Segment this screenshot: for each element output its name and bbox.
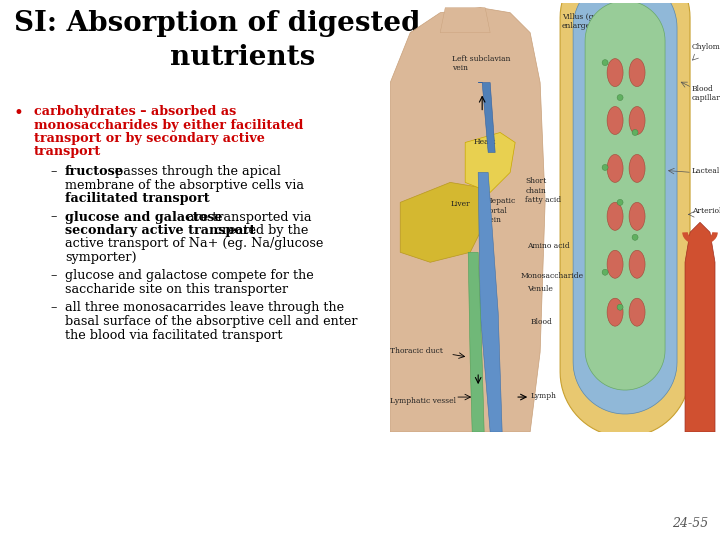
Text: Thoracic duct: Thoracic duct	[390, 347, 443, 355]
Text: nutrients: nutrients	[170, 44, 315, 71]
Text: glucose and galactose compete for the: glucose and galactose compete for the	[65, 269, 314, 282]
Ellipse shape	[607, 298, 623, 326]
Polygon shape	[573, 0, 677, 414]
Ellipse shape	[617, 94, 623, 100]
Polygon shape	[468, 252, 484, 432]
Polygon shape	[478, 172, 502, 432]
Text: all three monosacarrides leave through the: all three monosacarrides leave through t…	[65, 301, 344, 314]
Ellipse shape	[617, 199, 623, 205]
Polygon shape	[390, 8, 545, 432]
Ellipse shape	[629, 59, 645, 86]
Text: Monosaccharide: Monosaccharide	[520, 272, 583, 280]
Polygon shape	[440, 8, 490, 32]
Text: symporter): symporter)	[65, 251, 137, 264]
Text: secondary active transport: secondary active transport	[65, 224, 256, 237]
Ellipse shape	[629, 154, 645, 183]
Text: Hepatic
portal
vein: Hepatic portal vein	[485, 198, 516, 224]
Text: saccharide site on this transporter: saccharide site on this transporter	[65, 283, 288, 296]
Ellipse shape	[629, 106, 645, 134]
Text: SI: Absorption of digested: SI: Absorption of digested	[14, 10, 420, 37]
Text: Lymph: Lymph	[530, 392, 556, 400]
Text: active transport of Na+ (eg. Na/glucose: active transport of Na+ (eg. Na/glucose	[65, 238, 323, 251]
Polygon shape	[585, 1, 665, 390]
Text: Liver: Liver	[450, 200, 470, 208]
Text: Blood
capillary: Blood capillary	[692, 85, 720, 102]
Text: –: –	[50, 211, 56, 224]
Text: –: –	[50, 269, 56, 282]
Text: monosaccharides by either facilitated: monosaccharides by either facilitated	[34, 118, 303, 132]
Text: Lacteal: Lacteal	[692, 167, 720, 176]
Text: the blood via facilitated transport: the blood via facilitated transport	[65, 328, 282, 341]
Text: created by the: created by the	[211, 224, 308, 237]
Ellipse shape	[629, 251, 645, 278]
Text: membrane of the absorptive cells via: membrane of the absorptive cells via	[65, 179, 304, 192]
Text: –: –	[50, 301, 56, 314]
Ellipse shape	[607, 106, 623, 134]
Text: fructose: fructose	[65, 165, 124, 178]
Ellipse shape	[602, 59, 608, 65]
Ellipse shape	[607, 202, 623, 231]
Text: Blood: Blood	[530, 318, 552, 326]
Polygon shape	[685, 222, 715, 432]
Text: –: –	[50, 165, 56, 178]
Text: glucose and galactose: glucose and galactose	[65, 211, 222, 224]
Ellipse shape	[629, 202, 645, 231]
Text: passes through the apical: passes through the apical	[111, 165, 281, 178]
Text: basal surface of the absorptive cell and enter: basal surface of the absorptive cell and…	[65, 315, 358, 328]
Text: transport: transport	[34, 145, 102, 159]
Text: Villus (greatly
enlarged): Villus (greatly enlarged)	[562, 12, 616, 30]
Text: transport or by secondary active: transport or by secondary active	[34, 132, 265, 145]
Polygon shape	[560, 0, 690, 437]
Text: facilitated transport: facilitated transport	[65, 192, 210, 205]
Text: are transported via: are transported via	[183, 211, 312, 224]
Text: Chylomicron: Chylomicron	[692, 43, 720, 51]
Ellipse shape	[632, 234, 638, 240]
Text: Left subclavian
vein: Left subclavian vein	[452, 55, 510, 72]
Text: Lymphatic vessel: Lymphatic vessel	[390, 397, 456, 405]
Ellipse shape	[607, 59, 623, 86]
Text: •: •	[14, 105, 24, 122]
Text: Short
chain
fatty acid: Short chain fatty acid	[525, 178, 562, 204]
Text: carbohydrates – absorbed as: carbohydrates – absorbed as	[34, 105, 236, 118]
Text: 24-55: 24-55	[672, 517, 708, 530]
Ellipse shape	[602, 165, 608, 171]
Polygon shape	[400, 183, 485, 262]
Ellipse shape	[632, 130, 638, 136]
Text: Arteriole: Arteriole	[692, 207, 720, 215]
Ellipse shape	[607, 251, 623, 278]
Text: Venule: Venule	[527, 285, 553, 293]
Ellipse shape	[607, 154, 623, 183]
Ellipse shape	[629, 298, 645, 326]
Polygon shape	[478, 83, 495, 152]
Ellipse shape	[617, 304, 623, 310]
Polygon shape	[465, 132, 515, 192]
Text: Heart: Heart	[473, 138, 495, 146]
Text: Amino acid: Amino acid	[527, 242, 570, 251]
Ellipse shape	[602, 269, 608, 275]
